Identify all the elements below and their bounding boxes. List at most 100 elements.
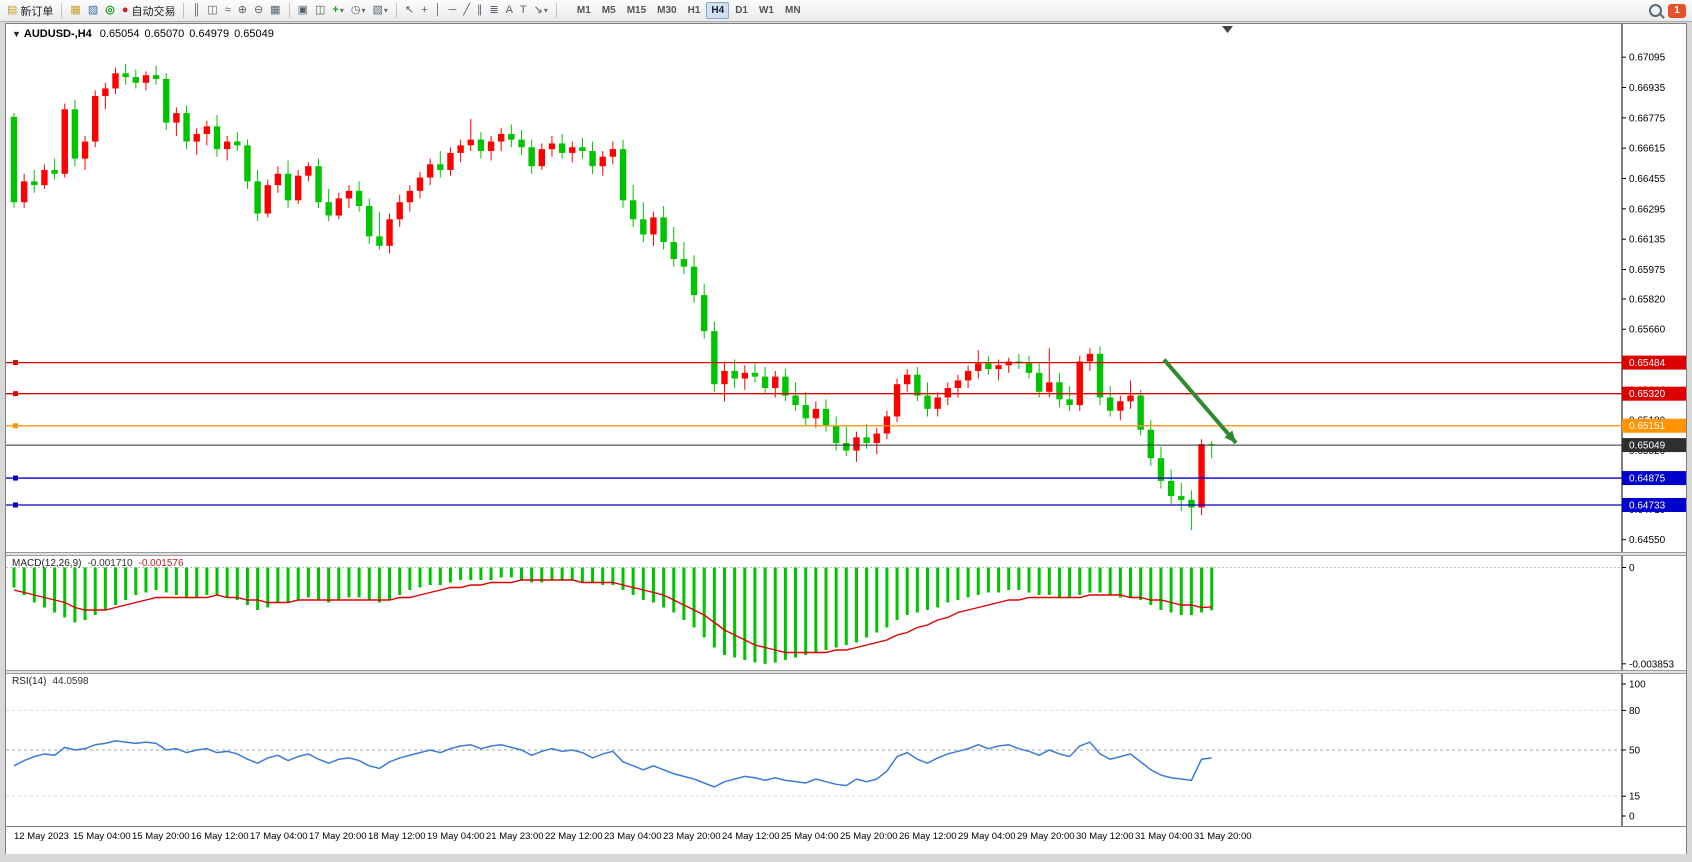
svg-text:0.65660: 0.65660 (1629, 325, 1666, 336)
notification-badge[interactable]: 1 (1668, 3, 1686, 18)
autotrading-button[interactable]: ● 自动交易 (119, 2, 179, 20)
data-window-button[interactable]: ◫ (312, 2, 328, 20)
line-handle[interactable] (13, 423, 18, 429)
svg-text:0.66295: 0.66295 (1629, 204, 1666, 215)
tf-button-M1[interactable]: M1 (576, 5, 591, 16)
grid-icon: ▦ (270, 4, 281, 16)
line-chart-button[interactable]: ≈ (222, 2, 234, 20)
period-button[interactable]: ◷ ▾ (348, 2, 369, 20)
bar-chart-button[interactable]: ║ (189, 2, 203, 20)
macd-signal-line (13, 579, 1212, 654)
toolbar-right: 1 (1649, 3, 1688, 18)
vertical-line-icon: │ (434, 4, 442, 16)
svg-text:0.64733: 0.64733 (1629, 500, 1666, 511)
time-label: 19 May 04:00 (427, 831, 485, 842)
candlestick-icon: ◫ (207, 4, 218, 16)
trend-arrow-annotation[interactable] (1162, 358, 1238, 445)
line-handle[interactable] (13, 502, 18, 508)
candlestick-button[interactable]: ◫ (204, 2, 220, 20)
channel-button[interactable]: ∥ (474, 2, 486, 20)
fibonacci-button[interactable]: ≣ (486, 2, 501, 20)
tf-button-H4[interactable]: H4 (706, 2, 730, 19)
line-handle[interactable] (13, 475, 18, 481)
channel-icon: ∥ (476, 4, 483, 16)
template-button[interactable]: ▧ ▾ (369, 2, 390, 20)
low-value: 0.64979 (189, 28, 230, 40)
separator (183, 3, 185, 18)
time-axis[interactable]: 12 May 2023 15 May 04:00 15 May 20:00 16 Ma… (6, 826, 1686, 854)
panel-splitter[interactable] (6, 552, 1686, 556)
svg-text:0.66775: 0.66775 (1629, 113, 1666, 124)
new-order-label: 新订单 (20, 5, 54, 18)
crosshair-icon: + (421, 4, 428, 16)
cursor-button[interactable]: ↖ (402, 2, 417, 20)
svg-text:0.65975: 0.65975 (1629, 265, 1666, 276)
separator (288, 3, 290, 18)
tf-button-M15[interactable]: M15 (626, 5, 647, 16)
svg-text:0.64875: 0.64875 (1629, 474, 1666, 485)
panel-splitter[interactable] (6, 670, 1686, 674)
zoom-in-button[interactable]: ⊕ (235, 2, 250, 20)
time-label: 22 May 12:00 (545, 831, 603, 842)
line-handle[interactable] (13, 360, 18, 366)
tf-button-M30[interactable]: M30 (657, 5, 677, 16)
new-chart-icon: + (332, 4, 339, 16)
rsi-chart[interactable]: 100 80 50 15 0 (6, 674, 1686, 826)
rsi-name: RSI(14) (12, 676, 47, 687)
text-button[interactable]: A (503, 2, 516, 20)
open-value: 0.65054 (99, 28, 140, 40)
autotrading-icon: ● (121, 4, 129, 16)
svg-text:0.65820: 0.65820 (1629, 294, 1666, 305)
text-label-button[interactable]: T (517, 2, 530, 20)
search-icon[interactable] (1649, 4, 1662, 17)
time-label: 31 May 20:00 (1194, 831, 1252, 842)
tile-windows-button[interactable]: ▣ (295, 2, 311, 20)
line-handle[interactable] (13, 391, 18, 397)
main-price-chart[interactable]: 0.67095 0.66935 0.66775 0.66615 0.66455 0.662… (6, 24, 1686, 552)
rsi-panel: RSI(14) 44.0598 100 80 50 15 0 (6, 674, 1686, 826)
refresh-button[interactable]: ◎ (102, 2, 118, 20)
time-label: 29 May 20:00 (1017, 831, 1075, 842)
charts-button[interactable]: ▨ (85, 2, 101, 20)
tile-windows-icon: ▣ (297, 4, 308, 16)
trendline-button[interactable]: ╱ (460, 2, 473, 20)
tf-button-MN[interactable]: MN (784, 5, 801, 16)
svg-text:15: 15 (1629, 792, 1641, 803)
profiles-button[interactable]: ▦ (67, 2, 83, 20)
svg-text:50: 50 (1629, 746, 1641, 757)
tf-button-M5[interactable]: M5 (601, 5, 616, 16)
tf-button-H1[interactable]: H1 (687, 5, 701, 16)
time-label: 26 May 12:00 (899, 831, 957, 842)
svg-text:0: 0 (1629, 812, 1635, 823)
chart-shift-marker[interactable] (1222, 26, 1233, 33)
horizontal-line-button[interactable]: ─ (445, 2, 459, 20)
vertical-line-button[interactable]: │ (432, 2, 445, 20)
new-order-button[interactable]: ▤ 新订单 (4, 2, 56, 20)
chevron-down-icon: ▾ (383, 6, 388, 15)
svg-text:0.66935: 0.66935 (1629, 83, 1666, 94)
separator (395, 3, 397, 18)
toolbar: ▤ 新订单 ▦ ▨ ◎ ● 自动交易 ║ ◫ ≈ ⊕ ⊖ ▦ ▣ ◫ + ▾ ◷ ▾… (0, 0, 1692, 22)
macd-histogram (12, 567, 1214, 664)
bar-chart-icon: ║ (192, 4, 201, 16)
new-chart-button[interactable]: + ▾ (329, 2, 346, 20)
time-label: 16 May 12:00 (191, 831, 249, 842)
macd-label: MACD(12,26,9) -0.001710 -0.001576 (12, 558, 184, 569)
time-label: 31 May 04:00 (1135, 831, 1193, 842)
text-label-icon: T (519, 4, 527, 16)
refresh-icon: ◎ (105, 4, 115, 16)
rsi-label: RSI(14) 44.0598 (12, 676, 89, 687)
chevron-down-icon: ▾ (339, 6, 344, 15)
time-label: 25 May 04:00 (781, 831, 839, 842)
rsi-value: 44.0598 (52, 676, 89, 687)
grid-button[interactable]: ▦ (267, 2, 283, 20)
crosshair-button[interactable]: + (418, 2, 430, 20)
macd-chart[interactable]: 0 -0.003853 (6, 556, 1686, 670)
zoom-out-button[interactable]: ⊖ (251, 2, 266, 20)
shapes-button[interactable]: ↘ ▾ (531, 2, 551, 20)
tf-button-D1[interactable]: D1 (735, 5, 748, 16)
quote-header[interactable]: ▼ AUDUSD-,H4 0.65054 0.65070 0.64979 0.65049 (12, 28, 279, 40)
svg-text:0.66615: 0.66615 (1629, 144, 1666, 155)
arrow-shape-icon: ↘ (533, 4, 543, 16)
tf-button-W1[interactable]: W1 (758, 5, 774, 16)
